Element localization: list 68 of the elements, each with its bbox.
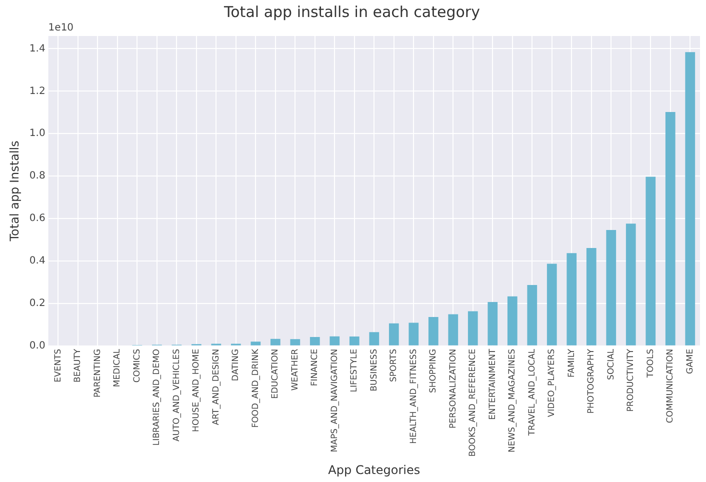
x-tick-label: DATING — [231, 348, 242, 382]
x-tick-label: COMMUNICATION — [666, 348, 676, 424]
x-tick-label: BEAUTY — [73, 348, 84, 382]
x-tick-label: COMICS — [132, 348, 142, 383]
x-tick-label: LIBRARIES_AND_DEMO — [152, 348, 162, 446]
bar — [468, 311, 478, 346]
y-tick-label: 0.2 — [29, 298, 46, 310]
bar — [270, 338, 280, 346]
x-tick-label: PERSONALIZATION — [448, 348, 458, 429]
bar — [507, 296, 518, 346]
bar — [488, 302, 498, 346]
x-axis-title: App Categories — [328, 462, 420, 477]
x-tick-label: BUSINESS — [369, 348, 380, 392]
y-tick-label: 0.8 — [29, 170, 46, 182]
bar — [646, 176, 656, 346]
bar — [626, 224, 636, 346]
x-tick-label: HEALTH_AND_FITNESS — [408, 348, 419, 444]
chart-title: Total app installs in each category — [223, 2, 480, 21]
y-tick-label: 1.2 — [29, 86, 46, 97]
x-tick-label: SOCIAL — [606, 348, 616, 380]
bar — [606, 230, 616, 346]
y-tick-label: 1.0 — [29, 128, 46, 140]
y-tick-label: 1.4 — [29, 43, 46, 54]
bar — [290, 339, 300, 346]
bar — [527, 284, 538, 346]
x-tick-label: TRAVEL_AND_LOCAL — [527, 348, 538, 437]
x-tick-label: GAME — [685, 348, 696, 374]
x-tick-label: BOOKS_AND_REFERENCE — [468, 348, 478, 457]
x-tick-label: FAMILY — [566, 348, 577, 378]
x-tick-label: PHOTOGRAPHY — [586, 348, 597, 414]
bar — [546, 264, 557, 346]
bar — [388, 323, 399, 346]
y-tick-label: 0.0 — [29, 340, 46, 352]
bar — [349, 336, 360, 346]
x-tick-label: ART_AND_DESIGN — [211, 348, 222, 426]
bar — [685, 52, 696, 346]
x-tick-label: FINANCE — [310, 348, 320, 386]
x-tick-label: VIDEO_PLAYERS — [547, 348, 558, 418]
x-tick-label: PARENTING — [92, 348, 103, 398]
x-tick-label: WEATHER — [290, 348, 300, 391]
text: 1e10 — [48, 22, 74, 34]
x-tick-label: HOUSE_AND_HOME — [192, 348, 202, 432]
bar — [330, 336, 340, 346]
x-tick-label: TOOLS — [646, 348, 656, 379]
x-tick-label: AUTO_AND_VEHICLES — [172, 348, 182, 442]
bar — [448, 314, 458, 346]
x-tick-label: MAPS_AND_NAVIGATION — [330, 348, 340, 452]
bar — [586, 248, 596, 346]
y-axis-title: Total app Installs — [7, 140, 22, 242]
x-tick-label: SPORTS — [389, 348, 400, 382]
y-tick-label: 0.6 — [29, 213, 46, 224]
x-tick-label: PRODUCTIVITY — [626, 348, 636, 412]
bar — [408, 322, 419, 346]
x-tick-label: MEDICAL — [112, 348, 123, 388]
bar — [665, 112, 676, 346]
bar — [310, 336, 320, 346]
x-tick-label: EDUCATION — [270, 348, 281, 399]
x-tick-label: FOOD_AND_DRINK — [250, 348, 261, 428]
x-tick-label: EVENTS — [53, 348, 64, 382]
x-tick-label: SHOPPING — [428, 348, 439, 394]
x-tick-label: ENTERTAINMENT — [488, 348, 498, 420]
bar — [566, 253, 577, 346]
x-tick-label: NEWS_AND_MAGAZINES — [508, 348, 518, 452]
bar — [369, 332, 380, 346]
x-tick-label: LIFESTYLE — [350, 348, 360, 392]
bar — [428, 317, 438, 346]
y-tick-label: 0.4 — [29, 256, 46, 267]
bar — [250, 342, 261, 346]
